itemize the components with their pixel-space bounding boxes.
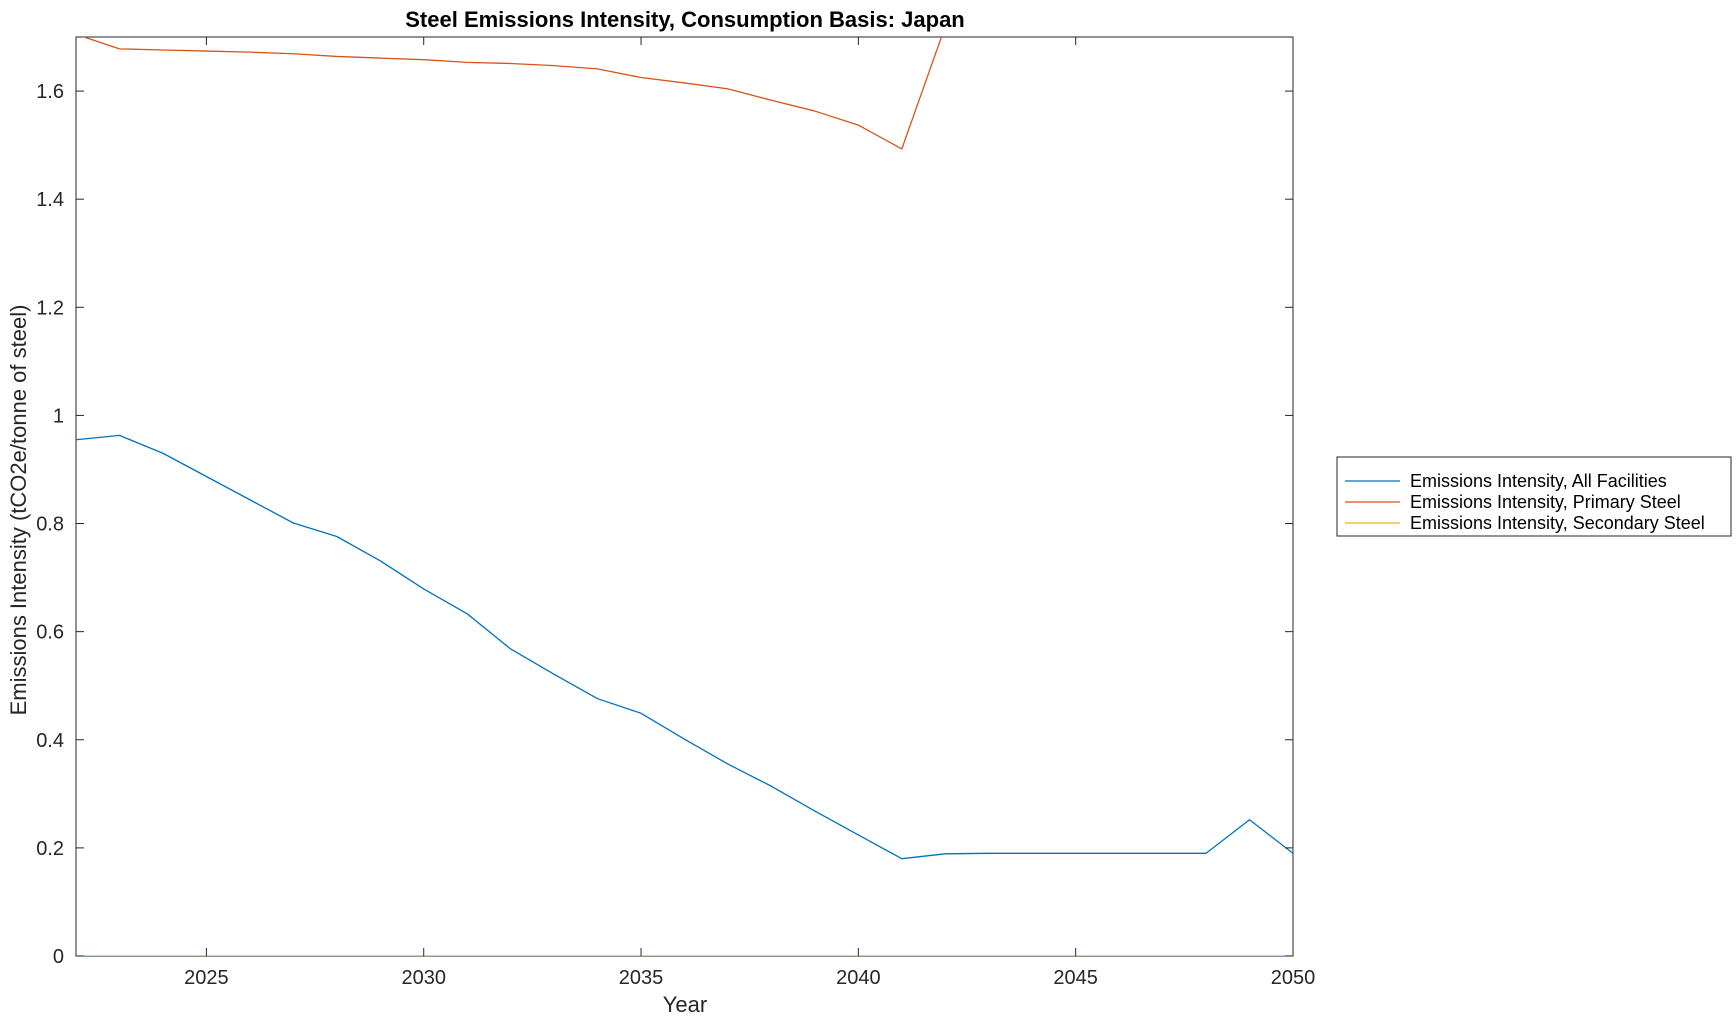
x-tick-label: 2045 bbox=[1053, 967, 1098, 989]
axes-box bbox=[75, 36, 1294, 957]
x-tick-label: 2035 bbox=[619, 967, 664, 989]
legend-label-secondary-steel: Emissions Intensity, Secondary Steel bbox=[1410, 513, 1705, 533]
y-tick-label: 0.2 bbox=[36, 838, 64, 860]
y-tick-label: 0.8 bbox=[36, 514, 64, 536]
x-tick-label: 2050 bbox=[1271, 967, 1316, 989]
y-tick-label: 0 bbox=[53, 946, 64, 968]
y-tick-label: 0.4 bbox=[36, 730, 64, 752]
series-line-primary-steel bbox=[82, 37, 943, 150]
x-axis-label: Year bbox=[663, 992, 707, 1017]
legend-box bbox=[1336, 456, 1732, 537]
legend: Emissions Intensity, All FacilitiesEmiss… bbox=[1336, 456, 1732, 537]
legend-label-all-facilities: Emissions Intensity, All Facilities bbox=[1410, 471, 1667, 491]
y-tick-label: 0.6 bbox=[36, 622, 64, 644]
chart-title: Steel Emissions Intensity, Consumption B… bbox=[405, 7, 965, 32]
y-tick-label: 1.6 bbox=[36, 81, 64, 103]
series-line-all-facilities bbox=[76, 434, 1293, 860]
x-tick-label: 2040 bbox=[836, 967, 881, 989]
x-tick-label: 2025 bbox=[184, 967, 229, 989]
y-axis-label: Emissions Intensity (tCO2e/tonne of stee… bbox=[6, 305, 31, 716]
x-tick-label: 2030 bbox=[401, 967, 446, 989]
y-tick-label: 1.4 bbox=[36, 189, 64, 211]
y-tick-label: 1 bbox=[53, 405, 64, 427]
series-lines bbox=[76, 37, 1293, 956]
y-axis-ticks: 0 0.2 0.4 0.6 0.8 1 1.2 1.4 1.6 bbox=[36, 81, 1293, 968]
x-axis-ticks: 2025 2030 2035 2040 2045 2050 bbox=[184, 37, 1315, 989]
legend-label-primary-steel: Emissions Intensity, Primary Steel bbox=[1410, 492, 1681, 512]
plot-area: 2025 2030 2035 2040 2045 2050 0 0.2 0.4 0.6 0.8 1 1… bbox=[36, 36, 1315, 989]
y-tick-label: 1.2 bbox=[36, 297, 64, 319]
